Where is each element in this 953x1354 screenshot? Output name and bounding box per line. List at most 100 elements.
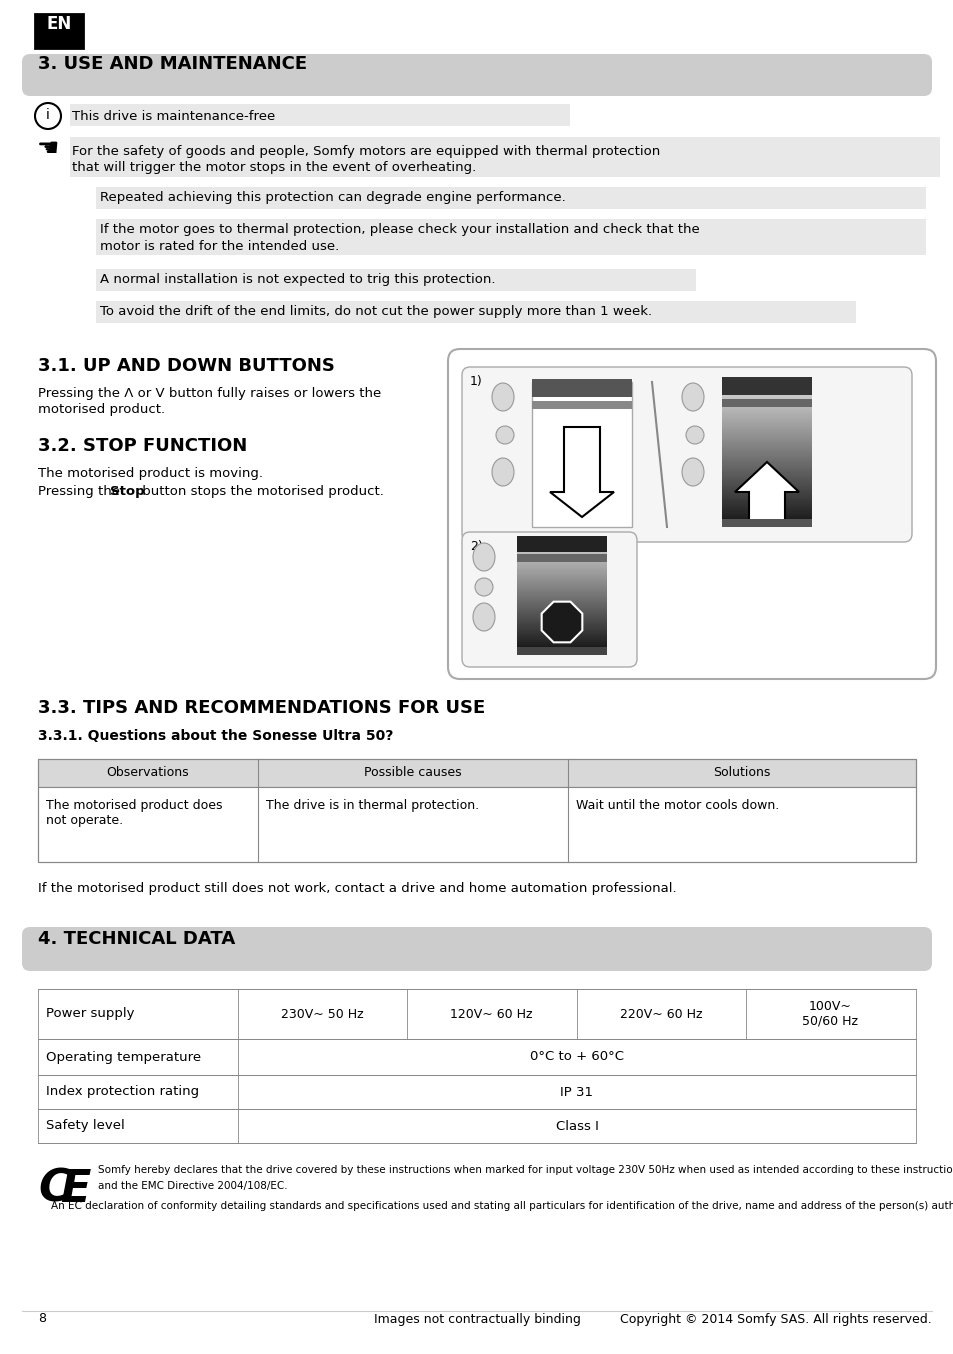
Bar: [721, 403, 811, 405]
Bar: [517, 554, 606, 562]
Text: EN: EN: [47, 15, 71, 32]
Bar: [721, 506, 811, 509]
Bar: [721, 376, 811, 395]
Bar: [517, 600, 606, 603]
Bar: [721, 405, 811, 406]
Bar: [721, 418, 811, 421]
Bar: [721, 445, 811, 448]
Bar: [517, 605, 606, 608]
Bar: [517, 611, 606, 612]
Bar: [517, 581, 606, 584]
Bar: [721, 431, 811, 433]
Bar: [721, 437, 811, 440]
Bar: [517, 571, 606, 574]
Bar: [532, 401, 631, 409]
Bar: [517, 547, 606, 550]
Bar: [517, 651, 606, 653]
Bar: [517, 649, 606, 651]
Bar: [517, 601, 606, 604]
Bar: [517, 575, 606, 577]
Bar: [517, 588, 606, 590]
Bar: [721, 398, 811, 399]
Bar: [721, 420, 811, 422]
Text: 1): 1): [470, 375, 482, 389]
Bar: [721, 487, 811, 490]
Text: motorised product.: motorised product.: [38, 403, 165, 416]
Bar: [517, 621, 606, 623]
Bar: [721, 450, 811, 451]
Text: E: E: [60, 1169, 91, 1210]
Bar: [721, 452, 811, 455]
Bar: [517, 589, 606, 592]
Bar: [721, 441, 811, 443]
Bar: [38, 1109, 915, 1143]
Text: C: C: [38, 1169, 71, 1210]
Bar: [721, 439, 811, 441]
Bar: [721, 406, 811, 408]
Bar: [517, 544, 606, 546]
Bar: [517, 636, 606, 639]
Polygon shape: [541, 601, 581, 642]
Bar: [517, 646, 606, 649]
Bar: [517, 597, 606, 598]
Bar: [517, 635, 606, 638]
Bar: [721, 494, 811, 497]
Bar: [721, 521, 811, 524]
Bar: [517, 562, 606, 563]
Bar: [721, 427, 811, 429]
Bar: [721, 412, 811, 414]
Bar: [721, 414, 811, 417]
Bar: [721, 501, 811, 502]
Ellipse shape: [496, 427, 514, 444]
Bar: [517, 620, 606, 621]
Bar: [517, 611, 606, 613]
Bar: [517, 647, 606, 650]
Bar: [721, 413, 811, 416]
Bar: [96, 187, 925, 209]
Bar: [517, 609, 606, 611]
Bar: [517, 653, 606, 655]
Bar: [721, 468, 811, 470]
Circle shape: [35, 103, 61, 129]
Bar: [517, 558, 606, 561]
Bar: [721, 395, 811, 398]
Bar: [517, 634, 606, 636]
Bar: [517, 647, 606, 655]
Bar: [721, 408, 811, 410]
Bar: [721, 399, 811, 401]
Bar: [721, 436, 811, 437]
Bar: [517, 619, 606, 621]
Bar: [721, 455, 811, 456]
Bar: [517, 582, 606, 585]
Text: The drive is in thermal protection.: The drive is in thermal protection.: [266, 799, 478, 812]
Bar: [517, 607, 606, 609]
Bar: [517, 561, 606, 563]
Bar: [721, 387, 811, 389]
Bar: [517, 626, 606, 627]
Bar: [721, 397, 811, 398]
Text: motor is rated for the intended use.: motor is rated for the intended use.: [100, 240, 339, 253]
Bar: [721, 464, 811, 467]
Bar: [517, 631, 606, 634]
Bar: [517, 536, 606, 552]
Text: 3.3. TIPS AND RECOMMENDATIONS FOR USE: 3.3. TIPS AND RECOMMENDATIONS FOR USE: [38, 699, 485, 718]
Bar: [721, 440, 811, 443]
Text: An EC declaration of conformity detailing standards and specifications used and : An EC declaration of conformity detailin…: [38, 1201, 953, 1210]
Bar: [721, 421, 811, 424]
Text: 3. USE AND MAINTENANCE: 3. USE AND MAINTENANCE: [38, 56, 307, 73]
Bar: [517, 642, 606, 645]
FancyBboxPatch shape: [448, 349, 935, 678]
Bar: [96, 269, 696, 291]
Bar: [721, 486, 811, 487]
Text: Wait until the motor cools down.: Wait until the motor cools down.: [576, 799, 779, 812]
Text: 0°C to + 60°C: 0°C to + 60°C: [530, 1051, 623, 1063]
Bar: [38, 787, 915, 862]
Text: The motorised product is moving.: The motorised product is moving.: [38, 467, 263, 481]
Text: Index protection rating: Index protection rating: [46, 1086, 199, 1098]
Bar: [721, 470, 811, 473]
Text: Copyright © 2014 Somfy SAS. All rights reserved.: Copyright © 2014 Somfy SAS. All rights r…: [619, 1312, 931, 1326]
Bar: [517, 615, 606, 616]
Bar: [517, 598, 606, 600]
Text: IP 31: IP 31: [560, 1086, 593, 1098]
Bar: [517, 584, 606, 586]
